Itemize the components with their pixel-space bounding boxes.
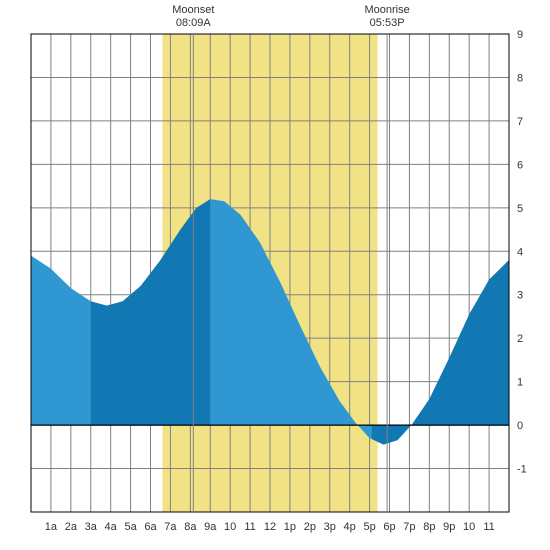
moon-event-title: Moonset [172,4,214,16]
x-tick-label: 10 [224,521,236,533]
moon-event-title: Moonrise [364,4,409,16]
y-tick-label: 2 [517,333,523,345]
x-tick-label: 5a [124,521,137,533]
x-tick-label: 8p [423,521,435,533]
x-tick-label: 2a [65,521,78,533]
tide-chart-svg: Moonset08:09A Moonrise05:53P 1a 2a 3a 4a 5a 6a 7… [0,0,550,550]
moon-event-time: 05:53P [370,17,405,29]
y-tick-label: 5 [517,203,523,215]
x-tick-label: 1a [45,521,58,533]
moon-event-time: 08:09A [176,17,212,29]
y-tick-label: 7 [517,116,523,128]
x-tick-label: 12 [264,521,276,533]
x-tick-label: 11 [483,521,494,533]
y-tick-label: 8 [517,72,523,84]
y-tick-label: 9 [517,29,523,41]
x-tick-label: 3a [85,521,98,533]
x-tick-label: 11 [244,521,255,533]
x-tick-label: 5p [363,521,375,533]
x-tick-label: 9a [204,521,217,533]
x-tick-label: 8a [184,521,197,533]
x-tick-label: 7a [164,521,177,533]
y-tick-label: 6 [517,159,523,171]
y-tick-label: 0 [517,420,523,432]
x-tick-label: 4p [344,521,356,533]
x-tick-label: 2p [304,521,316,533]
x-tick-label: 4a [105,521,118,533]
y-tick-label: 1 [517,377,523,389]
y-tick-label: 3 [517,290,523,302]
x-tick-label: 9p [443,521,455,533]
y-tick-label: -1 [517,464,527,476]
x-tick-label: 3p [324,521,336,533]
x-tick-label: 6p [383,521,395,533]
y-tick-label: 4 [517,246,523,258]
x-tick-label: 7p [403,521,415,533]
tide-chart: Moonset08:09A Moonrise05:53P 1a 2a 3a 4a 5a 6a 7… [0,0,550,550]
x-tick-label: 10 [463,521,475,533]
x-tick-label: 1p [284,521,296,533]
x-tick-label: 6a [144,521,157,533]
